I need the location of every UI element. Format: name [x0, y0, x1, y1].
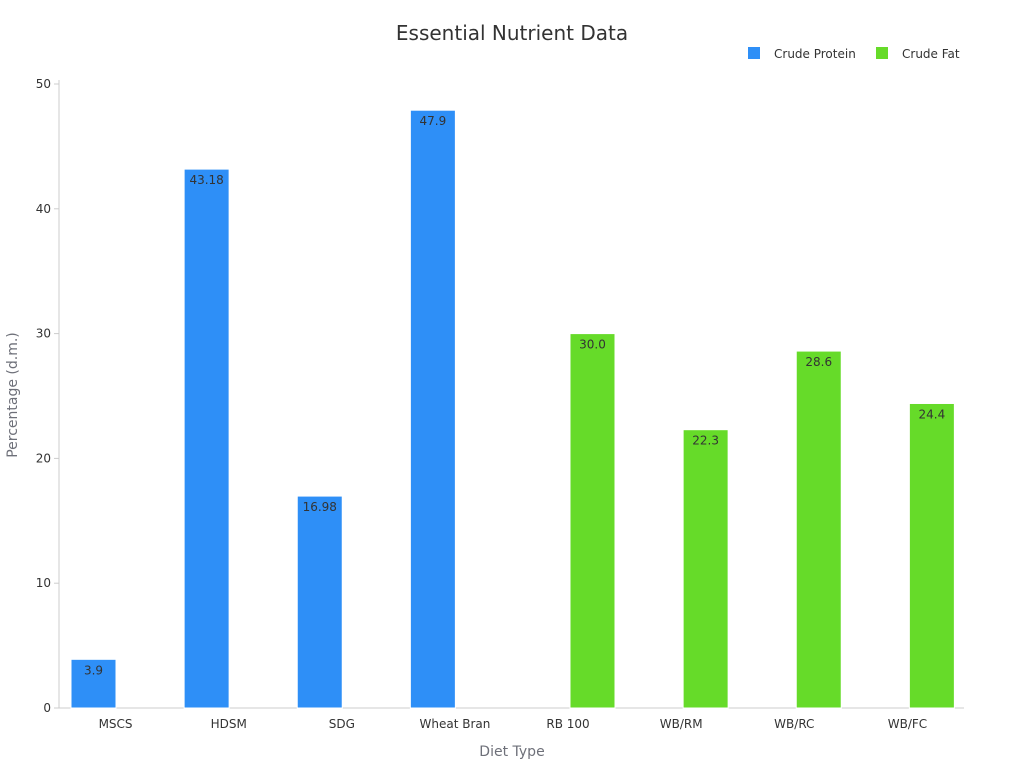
y-axis: 0 10 20 30 40 50 — [36, 77, 60, 715]
data-labels: 3.9 43.18 16.98 47.9 30.0 22.3 28.6 24.4 — [84, 114, 945, 677]
data-label: 43.18 — [189, 173, 223, 187]
y-tick-label: 0 — [43, 701, 51, 715]
x-tick-label: MSCS — [99, 717, 133, 731]
bar-crude-fat[interactable] — [795, 350, 842, 709]
legend-label: Crude Protein — [774, 47, 856, 61]
x-tick-label: SDG — [329, 717, 355, 731]
bar-crude-fat[interactable] — [569, 333, 616, 709]
bars — [70, 109, 955, 709]
x-axis: MSCS HDSM SDG Wheat Bran RB 100 WB/RM WB/RC WB/… — [59, 707, 964, 731]
data-label: 24.4 — [919, 407, 946, 421]
data-label: 30.0 — [579, 338, 606, 352]
bar-crude-protein[interactable] — [296, 495, 343, 709]
legend-swatch — [876, 47, 888, 59]
legend-label: Crude Fat — [902, 47, 960, 61]
data-label: 16.98 — [303, 500, 337, 514]
y-tick-label: 40 — [36, 202, 51, 216]
data-label: 28.6 — [805, 355, 832, 369]
x-tick-label: RB 100 — [546, 717, 589, 731]
x-axis-title: Diet Type — [479, 744, 544, 760]
legend-item-crude-fat[interactable]: Crude Fat — [876, 47, 960, 61]
legend: Crude Protein Crude Fat — [748, 47, 960, 61]
y-axis-title: Percentage (d.m.) — [5, 332, 21, 458]
legend-item-crude-protein[interactable]: Crude Protein — [748, 47, 856, 61]
x-tick-label: WB/FC — [888, 717, 927, 731]
x-tick-label: WB/RC — [774, 717, 814, 731]
y-tick-label: 30 — [36, 327, 51, 341]
y-tick-label: 50 — [36, 77, 51, 91]
bar-crude-fat[interactable] — [682, 429, 729, 709]
data-label: 3.9 — [84, 663, 103, 677]
legend-swatch — [748, 47, 760, 59]
y-tick-label: 20 — [36, 451, 51, 465]
data-label: 22.3 — [692, 434, 719, 448]
bar-crude-protein[interactable] — [183, 168, 230, 709]
x-tick-label: HDSM — [211, 717, 247, 731]
y-tick-label: 10 — [36, 576, 51, 590]
chart-title: Essential Nutrient Data — [396, 21, 628, 45]
bar-crude-protein[interactable] — [409, 109, 456, 709]
x-tick-label: Wheat Bran — [420, 717, 491, 731]
x-tick-label: WB/RM — [660, 717, 703, 731]
bar-crude-protein[interactable] — [70, 658, 117, 709]
bar-crude-fat[interactable] — [908, 402, 955, 709]
data-label: 47.9 — [420, 114, 447, 128]
